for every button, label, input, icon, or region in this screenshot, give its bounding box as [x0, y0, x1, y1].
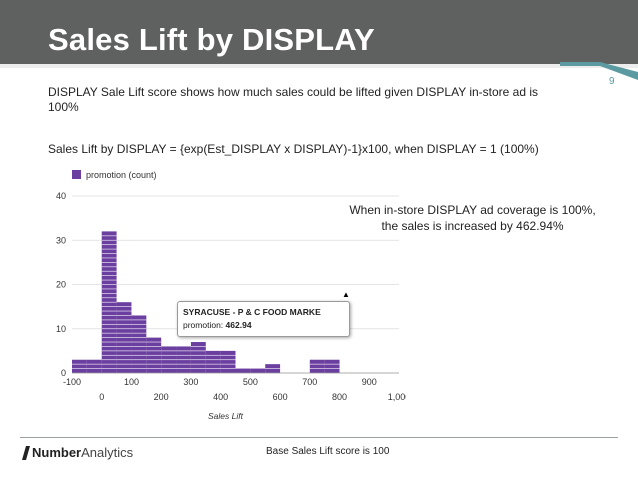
histogram-bar	[86, 359, 102, 373]
x-tick-label: -100	[63, 377, 81, 387]
legend-label: promotion (count)	[86, 170, 157, 180]
footer-caption: Base Sales Lift score is 100	[266, 446, 390, 457]
y-tick-label: 0	[61, 368, 66, 378]
x-tick-label: 200	[154, 392, 169, 402]
header-ribbon	[0, 62, 638, 80]
legend-swatch	[72, 170, 81, 179]
histogram-bar	[309, 359, 325, 373]
x-tick-label: 300	[183, 377, 198, 387]
histogram-bar	[190, 342, 206, 373]
x-tick-label: 600	[273, 392, 288, 402]
histogram-bar	[250, 368, 266, 373]
tooltip-value: 462.94	[225, 320, 252, 330]
y-tick-label: 30	[56, 235, 66, 245]
slide-header	[0, 0, 638, 64]
formula-text: Sales Lift by DISPLAY = {exp(Est_DISPLAY…	[48, 142, 539, 156]
x-tick-label: 1,000	[388, 392, 406, 402]
histogram-bar	[131, 315, 147, 373]
data-tooltip: SYRACUSE - P & C FOOD MARKE promotion: 4…	[177, 301, 350, 337]
histogram-bar	[324, 359, 340, 373]
x-tick-label: 0	[99, 392, 104, 402]
slide-title: Sales Lift by DISPLAY	[48, 22, 375, 57]
histogram-bar	[205, 350, 221, 373]
logo-mark-icon	[22, 446, 30, 460]
sales-lift-histogram: promotion (count) 0 10 20 30 40 -100 100 300 500 7…	[56, 170, 406, 421]
annotation-text: When in-store DISPLAY ad coverage is 100…	[349, 203, 596, 233]
y-tick-label: 40	[56, 191, 66, 201]
description-text: DISPLAY Sale Lift score shows how much s…	[48, 85, 539, 114]
y-tick-label: 20	[56, 280, 66, 290]
x-tick-label: 900	[362, 377, 377, 387]
x-tick-label: 400	[213, 392, 228, 402]
x-tick-label: 100	[124, 377, 139, 387]
x-tick-label: 500	[243, 377, 258, 387]
x-axis-label: Sales Lift	[208, 411, 244, 421]
histogram-bar	[235, 368, 251, 373]
histogram-bar	[220, 350, 236, 373]
cursor-arrow-icon: ▲	[342, 290, 350, 299]
y-tick-label: 10	[56, 324, 66, 334]
logo-text-light: Analytics	[81, 445, 134, 460]
tooltip-label: promotion:	[183, 320, 224, 330]
logo-text: NumberAnalytics	[32, 445, 133, 460]
x-tick-label: 700	[302, 377, 317, 387]
x-tick-label: 800	[332, 392, 347, 402]
logo-text-strong: Number	[32, 445, 82, 460]
histogram-bar	[72, 359, 87, 373]
tooltip-title: SYRACUSE - P & C FOOD MARKE	[183, 307, 321, 317]
page-number: 9	[609, 76, 615, 87]
tooltip-row: promotion: 462.94	[183, 320, 252, 330]
footer-divider	[20, 437, 618, 438]
